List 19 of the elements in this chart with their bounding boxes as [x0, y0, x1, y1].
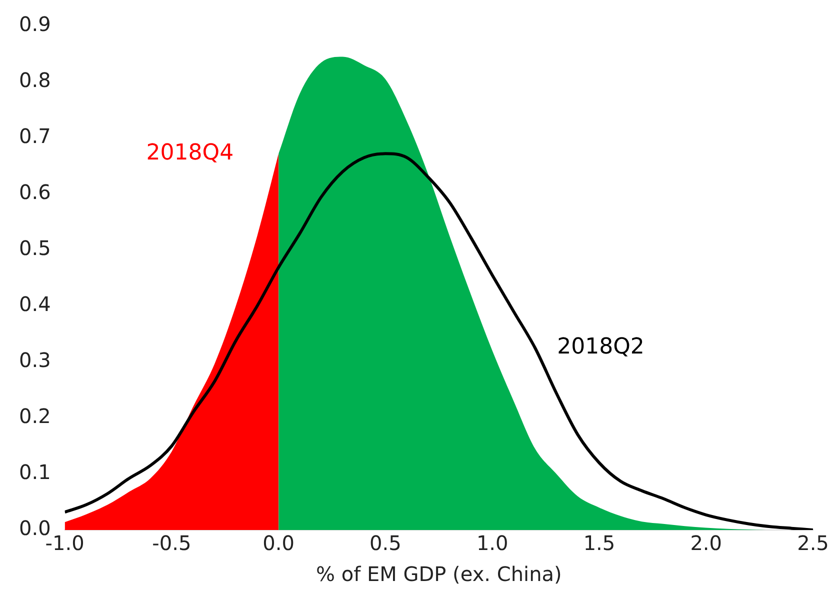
x-tick-label: 0.5: [370, 531, 402, 556]
x-axis-title: % of EM GDP (ex. China): [316, 562, 562, 586]
x-tick-label: 2.5: [797, 531, 829, 556]
y-tick-label: 0.9: [18, 12, 51, 36]
y-tick-label: 0.2: [18, 404, 51, 428]
y-tick-label: 0.3: [18, 348, 51, 372]
y-tick-label: 0.1: [18, 460, 51, 484]
y-tick-label: 0.8: [18, 68, 51, 92]
y-tick-label: 0.7: [18, 124, 51, 148]
x-tick-label: 0.0: [262, 531, 294, 556]
y-tick-label: 0.5: [18, 236, 51, 260]
x-tick-label: 1.5: [583, 531, 616, 556]
series-label: 2018Q4: [146, 140, 234, 166]
x-tick-label: -0.5: [152, 531, 192, 556]
series-label: 2018Q2: [557, 334, 644, 360]
x-tick-label: 1.0: [476, 531, 508, 556]
y-tick-label: 0.6: [18, 180, 51, 204]
y-tick-label: 0.4: [18, 292, 51, 316]
x-tick-label: 2.0: [690, 531, 722, 556]
